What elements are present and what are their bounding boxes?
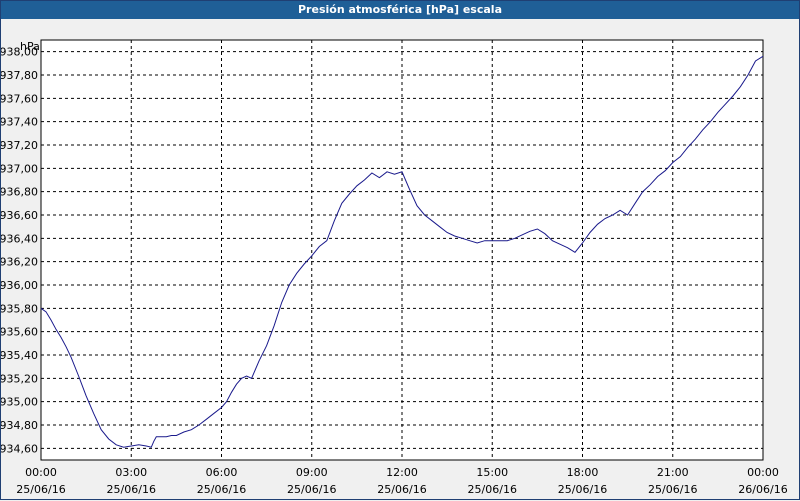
y-axis-ticks: 934,60 934,80 935,00 935,20 935,40 935,60 935,… xyxy=(1,46,38,456)
x-tick-date-label: 25/06/16 xyxy=(287,483,336,496)
x-tick-time-label: 09:00 xyxy=(296,466,328,479)
x-axis-ticks: 00:00 25/06/16 03:00 25/06/16 06:00 25/06/16 0… xyxy=(16,466,787,496)
x-tick-time-label: 18:00 xyxy=(567,466,599,479)
x-tick-time-label: 12:00 xyxy=(386,466,418,479)
y-axis-unit-label: hPa xyxy=(20,40,40,53)
x-tick-time-label: 03:00 xyxy=(115,466,147,479)
x-tick-time-label: 21:00 xyxy=(657,466,689,479)
x-tick-date-label: 25/06/16 xyxy=(468,483,517,496)
grid-lines xyxy=(41,40,763,460)
y-tick-label: 936,80 xyxy=(1,186,38,199)
y-tick-label: 936,40 xyxy=(1,232,38,245)
pressure-chart: 934,60 934,80 935,00 935,20 935,40 935,60 935,… xyxy=(1,39,788,496)
y-tick-label: 936,00 xyxy=(1,279,38,292)
x-tick-date-label: 25/06/16 xyxy=(107,483,156,496)
y-tick-label: 938,00 xyxy=(1,46,38,59)
x-tick-date-label: 25/06/16 xyxy=(377,483,426,496)
x-tick-date-label: 25/06/16 xyxy=(558,483,607,496)
y-tick-label: 936,20 xyxy=(1,256,38,269)
x-tick-time-label: 00:00 xyxy=(25,466,57,479)
y-tick-label: 934,60 xyxy=(1,442,38,455)
x-tick-date-label: 25/06/16 xyxy=(197,483,246,496)
y-tick-label: 937,60 xyxy=(1,92,38,105)
y-tick-label: 934,80 xyxy=(1,419,38,432)
y-tick-label: 937,40 xyxy=(1,116,38,129)
y-tick-label: 936,60 xyxy=(1,209,38,222)
y-tick-label: 937,00 xyxy=(1,162,38,175)
x-tick-date-label: 25/06/16 xyxy=(648,483,697,496)
y-tick-label: 935,80 xyxy=(1,302,38,315)
chart-title: Presión atmosférica [hPa] escala xyxy=(1,1,799,19)
x-tick-time-label: 00:00 xyxy=(747,466,779,479)
y-tick-label: 937,80 xyxy=(1,69,38,82)
y-tick-label: 935,40 xyxy=(1,349,38,362)
x-tick-time-label: 06:00 xyxy=(206,466,238,479)
x-tick-time-label: 15:00 xyxy=(476,466,508,479)
y-tick-label: 935,60 xyxy=(1,326,38,339)
x-tick-date-label: 26/06/16 xyxy=(738,483,787,496)
y-tick-label: 935,20 xyxy=(1,372,38,385)
pressure-series-line xyxy=(40,55,764,448)
x-tick-date-label: 25/06/16 xyxy=(16,483,65,496)
y-tick-label: 935,00 xyxy=(1,396,38,409)
y-tick-label: 937,20 xyxy=(1,139,38,152)
